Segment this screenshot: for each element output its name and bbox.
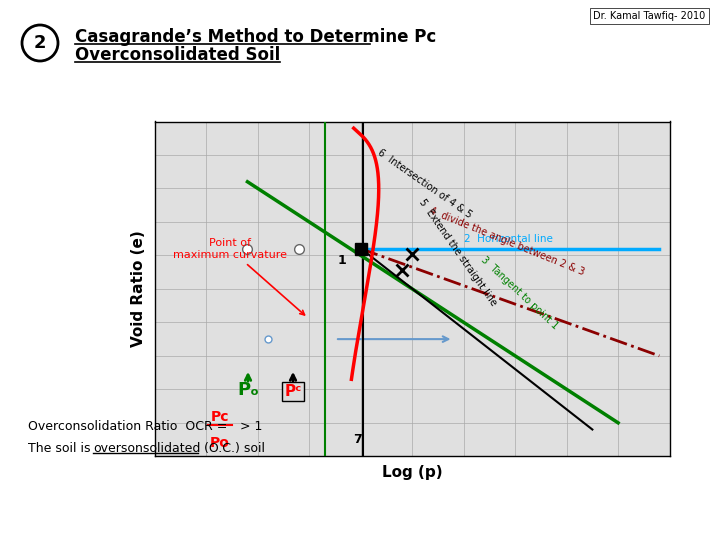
Text: (O.C.) soil: (O.C.) soil — [200, 442, 265, 455]
Text: The soil is: The soil is — [28, 442, 94, 455]
Text: Casagrande’s Method to Determine Pc: Casagrande’s Method to Determine Pc — [75, 28, 436, 46]
Text: Pc: Pc — [211, 410, 229, 424]
Text: 7: 7 — [353, 433, 361, 446]
Text: oversonsolidated: oversonsolidated — [93, 442, 200, 455]
Text: Overconsolidated Soil: Overconsolidated Soil — [75, 46, 280, 64]
Text: Po: Po — [210, 436, 230, 450]
Text: 2  Horizontal line: 2 Horizontal line — [464, 234, 552, 244]
Text: 1: 1 — [338, 254, 346, 267]
Text: Overconsolidation Ratio  OCR =: Overconsolidation Ratio OCR = — [28, 420, 231, 433]
Text: 3  Tangent to point 1: 3 Tangent to point 1 — [479, 255, 560, 331]
Text: 5  Extend the straight line: 5 Extend the straight line — [418, 197, 499, 308]
Text: Dr. Kamal Tawfiq- 2010: Dr. Kamal Tawfiq- 2010 — [593, 11, 706, 21]
Text: Pₒ: Pₒ — [237, 381, 259, 399]
Text: Pᶜ: Pᶜ — [284, 384, 302, 399]
Text: 2: 2 — [34, 34, 46, 52]
Text: 6  Intersection of 4 & 5: 6 Intersection of 4 & 5 — [376, 148, 474, 221]
Text: > 1: > 1 — [236, 420, 262, 433]
Text: Point of
maximum curvature: Point of maximum curvature — [173, 238, 305, 315]
Y-axis label: Void Ratio (e): Void Ratio (e) — [132, 231, 146, 347]
Text: 4  divide the angle between 2 & 3: 4 divide the angle between 2 & 3 — [428, 206, 585, 278]
X-axis label: Log (p): Log (p) — [382, 464, 443, 480]
